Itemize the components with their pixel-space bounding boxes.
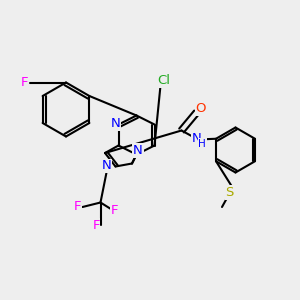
Text: F: F <box>20 76 28 89</box>
Text: N: N <box>192 132 201 146</box>
Text: O: O <box>196 102 206 115</box>
Text: N: N <box>102 159 111 172</box>
Text: Cl: Cl <box>157 74 170 88</box>
Text: H: H <box>198 139 206 149</box>
Text: F: F <box>74 200 81 214</box>
Text: S: S <box>225 186 234 199</box>
Text: F: F <box>92 219 100 232</box>
Text: N: N <box>133 144 143 157</box>
Text: N: N <box>111 117 120 130</box>
Text: F: F <box>111 204 119 217</box>
